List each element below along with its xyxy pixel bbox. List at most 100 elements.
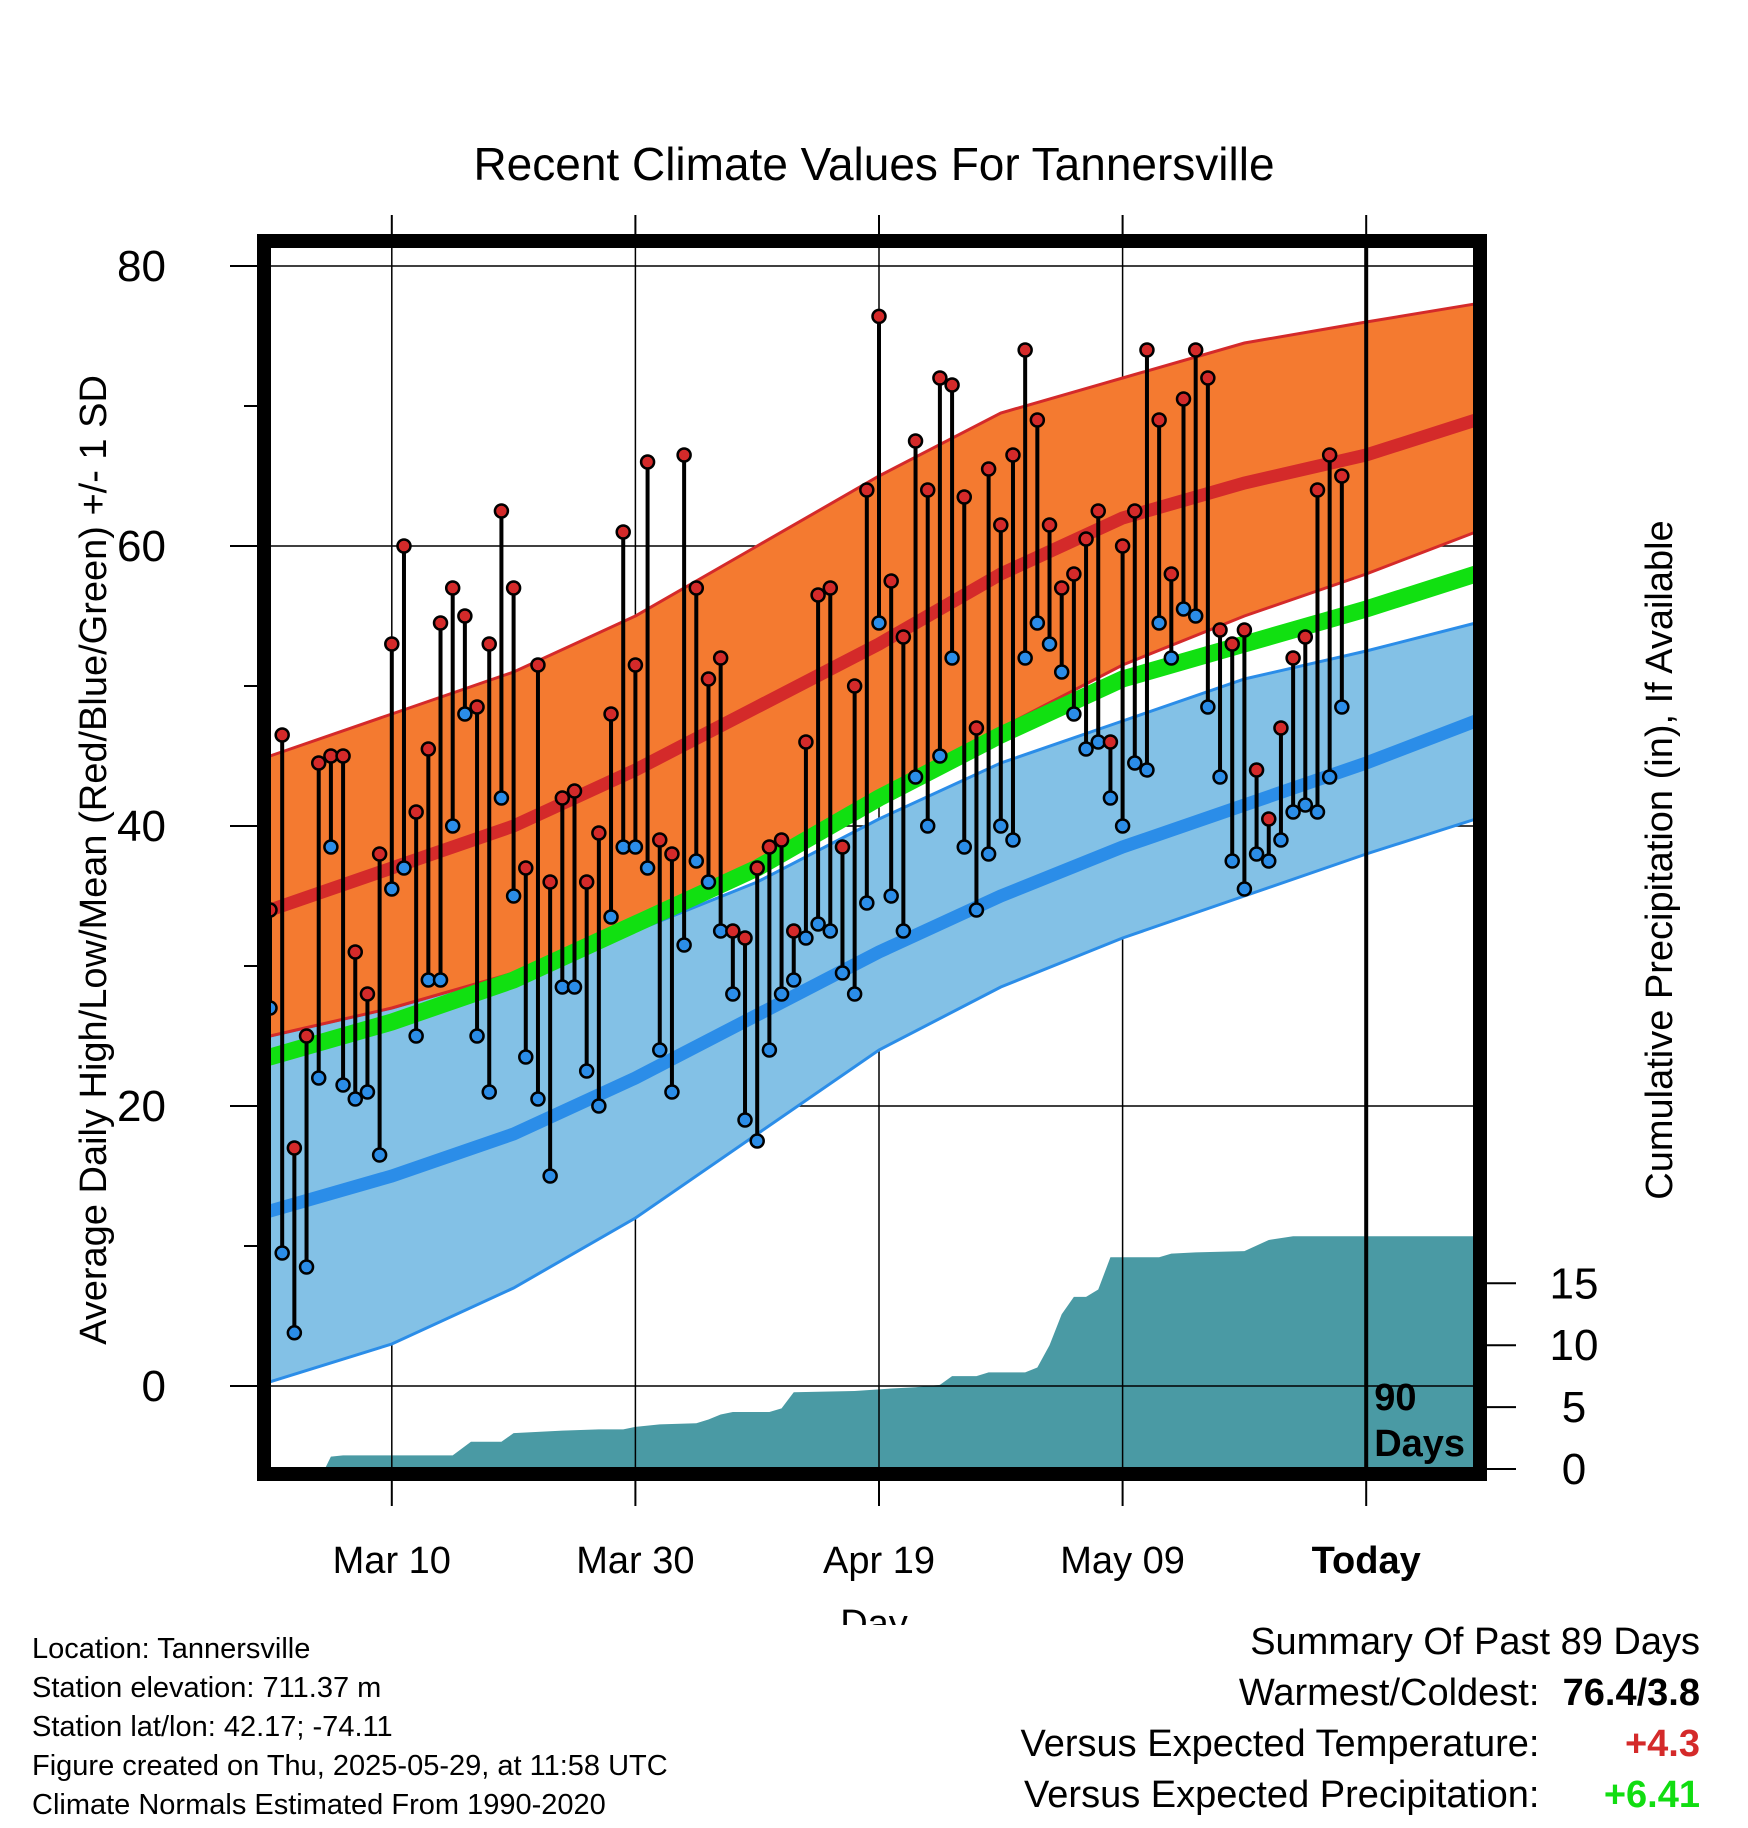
low-sd-band-lower-edge	[269, 817, 1476, 1384]
daily-low-point	[1139, 762, 1155, 778]
daily-low-point	[1321, 769, 1338, 785]
daily-high-point	[712, 650, 729, 666]
daily-high-point	[652, 832, 668, 848]
daily-low-point	[1236, 881, 1253, 897]
daily-low-point	[968, 902, 985, 918]
daily-low-point	[956, 839, 973, 855]
daily-low-point	[1212, 769, 1228, 785]
daily-low-point	[578, 1063, 595, 1079]
info-location: Location: Tannersville	[32, 1633, 311, 1665]
daily-high-point	[1175, 391, 1192, 407]
y2-tick-label: 10	[1550, 1321, 1599, 1370]
y-tick-label: 80	[117, 242, 166, 291]
summary-precip-label: Versus Expected Precipitation:	[1024, 1774, 1540, 1816]
daily-high-point	[493, 503, 510, 519]
daily-low-point	[286, 1325, 303, 1341]
daily-low-point	[1005, 832, 1021, 848]
daily-low-point	[1127, 755, 1143, 771]
daily-high-point	[566, 783, 583, 799]
daily-low-point	[1175, 601, 1192, 617]
daily-high-point	[822, 580, 839, 596]
summary-temp-label: Versus Expected Temperature:	[1020, 1723, 1540, 1765]
daily-high-point	[1187, 342, 1204, 358]
daily-high-point	[810, 587, 826, 603]
daily-low-point	[1066, 706, 1082, 722]
daily-high-point	[1297, 629, 1314, 645]
daily-low-point	[359, 1084, 376, 1100]
x-tick-label: Apr 19	[823, 1540, 935, 1582]
daily-low-point	[1248, 846, 1265, 862]
daily-low-point	[639, 860, 656, 876]
daily-high-point	[871, 308, 887, 325]
daily-high-point	[481, 636, 497, 652]
axes: 0 20 40 60 80 0 5 10 15 Mar 10 Mar 30 Apr 19 May 09 T…	[117, 215, 1598, 1582]
daily-high-point	[298, 1028, 315, 1044]
today-marker-label-line1: 90	[1374, 1377, 1416, 1419]
daily-low-point	[773, 986, 790, 1002]
daily-high-point	[1321, 447, 1338, 463]
daily-high-point	[956, 489, 973, 505]
daily-high-point	[761, 839, 778, 855]
daily-low-point	[1053, 664, 1070, 680]
daily-high-point	[518, 860, 534, 876]
daily-low-point	[664, 1084, 680, 1100]
info-created: Figure created on Thu, 2025-05-29, at 11…	[32, 1750, 668, 1782]
daily-low-point	[785, 972, 802, 988]
daily-low-point	[493, 790, 510, 806]
daily-high-point	[578, 874, 595, 890]
daily-high-point	[396, 538, 412, 554]
daily-low-point	[396, 860, 412, 876]
precip-area	[270, 1236, 1476, 1469]
daily-high-point	[457, 608, 473, 624]
daily-low-point	[505, 888, 522, 904]
daily-low-point	[944, 650, 960, 666]
daily-high-point	[895, 629, 912, 645]
daily-low-point	[591, 1098, 607, 1114]
daily-low-point	[1224, 853, 1240, 869]
daily-low-point	[1285, 804, 1301, 820]
daily-high-point	[1248, 762, 1265, 778]
daily-low-point	[980, 846, 997, 862]
daily-low-point	[1041, 636, 1058, 652]
daily-low-point	[1200, 699, 1216, 715]
daily-high-point	[505, 580, 522, 596]
daily-low-point	[481, 1084, 497, 1100]
daily-low-point	[1078, 741, 1094, 757]
daily-high-point	[1236, 622, 1253, 638]
daily-low-point	[919, 818, 936, 834]
daily-low-point	[1017, 650, 1033, 666]
daily-high-point	[1200, 370, 1216, 386]
daily-low-point	[384, 881, 400, 897]
today-marker-label-line2: Days	[1374, 1423, 1465, 1465]
y-tick-label: 40	[117, 802, 166, 851]
daily-low-point	[627, 839, 644, 855]
daily-high-point	[968, 720, 985, 736]
summary-warmest-coldest-row: Warmest/Coldest: 76.4/3.8	[1021, 1668, 1700, 1719]
y2-tick-label: 15	[1550, 1259, 1599, 1308]
daily-high-point	[773, 832, 790, 848]
daily-low-point	[1151, 615, 1167, 631]
daily-low-point	[444, 818, 461, 834]
daily-low-point	[298, 1259, 315, 1275]
daily-high-point	[980, 461, 997, 477]
daily-low-point	[1163, 650, 1180, 666]
daily-high-point	[1224, 636, 1240, 652]
station-info: Location: Tannersville Station elevation…	[32, 1630, 668, 1825]
daily-low-point	[761, 1042, 778, 1058]
daily-high-point	[310, 755, 327, 771]
daily-high-point	[664, 846, 680, 862]
daily-high-point	[371, 846, 388, 862]
daily-low-point	[688, 853, 705, 869]
daily-high-point	[627, 657, 644, 673]
daily-high-point	[993, 517, 1009, 533]
daily-high-point	[785, 923, 802, 939]
chart-title: Recent Climate Values For Tannersville	[473, 138, 1274, 190]
daily-low-point	[347, 1091, 364, 1107]
daily-low-point	[530, 1091, 546, 1107]
daily-high-point	[1127, 503, 1143, 519]
daily-high-point	[542, 874, 558, 890]
x-tick-label: May 09	[1060, 1540, 1185, 1582]
y-axis-label: Average Daily High/Low/Mean (Red/Blue/Gr…	[73, 375, 115, 1345]
daily-low-point	[1102, 790, 1119, 806]
